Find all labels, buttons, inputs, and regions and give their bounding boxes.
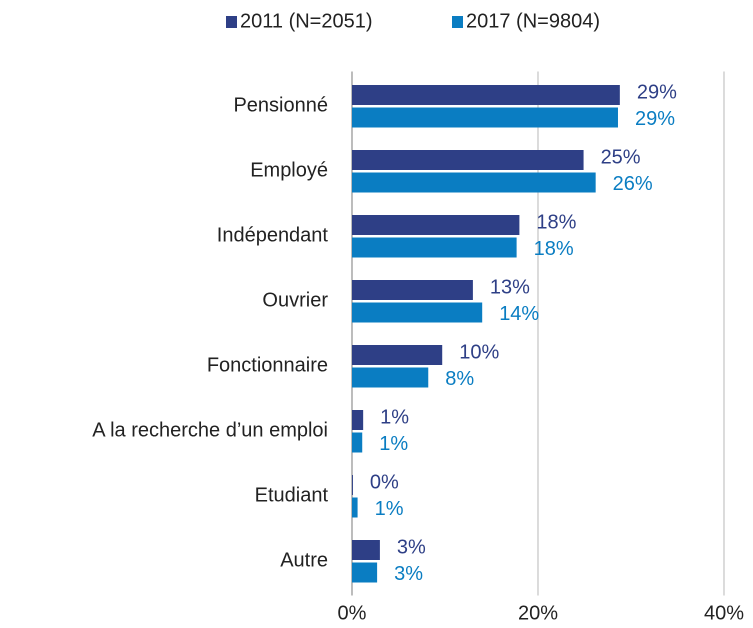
legend-label: 2017 (N=9804)	[466, 10, 600, 32]
bar	[352, 85, 620, 105]
value-label: 1%	[379, 433, 408, 455]
value-label: 8%	[445, 368, 474, 390]
bar	[352, 150, 584, 170]
bar	[352, 107, 618, 128]
value-label: 14%	[499, 303, 539, 325]
bar	[352, 410, 364, 430]
y-tick-label: Employé	[250, 159, 328, 181]
value-label: 26%	[613, 173, 653, 195]
bar	[352, 432, 363, 453]
bar	[352, 367, 429, 388]
x-tick-label: 20%	[518, 602, 558, 624]
bar	[352, 172, 596, 193]
value-label: 3%	[397, 536, 426, 558]
value-label: 29%	[637, 81, 677, 103]
value-label: 1%	[380, 406, 409, 428]
y-tick-label: Etudiant	[255, 484, 329, 506]
value-label: 13%	[490, 276, 530, 298]
legend-swatch	[452, 16, 463, 28]
bar	[352, 497, 358, 518]
y-tick-label: Indépendant	[217, 224, 329, 246]
bar	[352, 345, 443, 365]
y-tick-label: Pensionné	[233, 94, 328, 116]
bar	[352, 237, 517, 258]
value-label: 1%	[375, 498, 404, 520]
value-label: 0%	[370, 471, 399, 493]
bar	[352, 302, 483, 323]
y-tick-label: A la recherche d’un emploi	[92, 419, 328, 441]
x-tick-label: 40%	[704, 602, 744, 624]
bar	[352, 280, 473, 300]
y-tick-label: Autre	[280, 549, 328, 571]
legend-label: 2011 (N=2051)	[240, 10, 373, 32]
bar	[352, 215, 520, 235]
legend-swatch	[226, 16, 237, 28]
value-label: 18%	[536, 211, 576, 233]
value-label: 29%	[635, 108, 675, 130]
x-tick-label: 0%	[338, 602, 367, 624]
value-label: 3%	[394, 563, 423, 585]
bar	[352, 540, 380, 560]
value-label: 18%	[534, 238, 574, 260]
value-label: 10%	[459, 341, 499, 363]
value-label: 25%	[601, 146, 641, 168]
bar	[352, 475, 353, 495]
y-tick-label: Ouvrier	[262, 289, 328, 311]
bar	[352, 562, 378, 583]
y-tick-label: Fonctionnaire	[207, 354, 328, 376]
